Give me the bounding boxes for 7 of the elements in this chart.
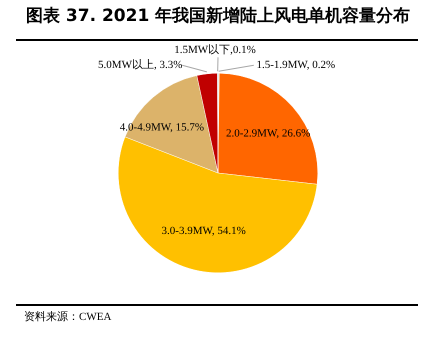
- slice-label: 1.5-1.9MW, 0.2%: [256, 59, 336, 72]
- chart-title: 图表 37. 2021 年我国新增陆上风电单机容量分布: [26, 5, 410, 27]
- text: 资料来源：CWEA: [24, 310, 112, 324]
- slice-label: 5.0MW以上, 3.3%: [98, 58, 182, 72]
- slice-label: 2.0-2.9MW, 26.6%: [226, 127, 310, 140]
- slice-label: 3.0-3.9MW, 54.1%: [162, 225, 246, 237]
- slice-label: 1.5MW以下,0.1%: [174, 43, 256, 56]
